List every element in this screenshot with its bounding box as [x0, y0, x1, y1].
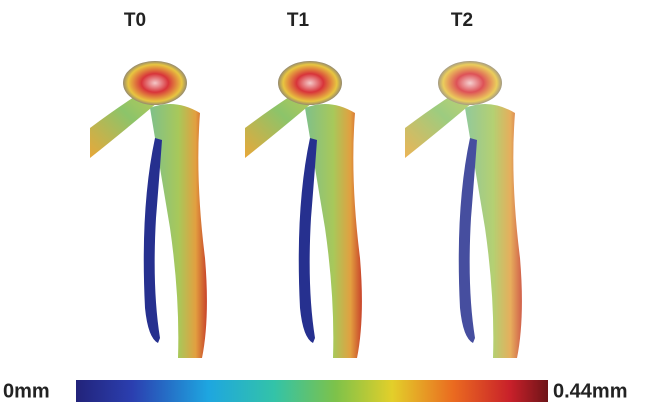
- bone-render: [245, 61, 362, 358]
- page: T0 T1 T2 0mm 0.44mm (() => { const data …: [0, 0, 660, 406]
- figure: T0 T1 T2 0mm 0.44mm: [0, 0, 660, 406]
- colorbar-max-label: 0.44mm: [553, 380, 628, 402]
- colorbar: [76, 380, 548, 402]
- panel-label: T0: [124, 10, 146, 31]
- bone-render: [405, 61, 522, 358]
- panel-label: T2: [451, 10, 473, 31]
- bone-render: [90, 61, 207, 358]
- panel-label: T1: [287, 10, 310, 31]
- colorbar-min-label: 0mm: [3, 380, 50, 402]
